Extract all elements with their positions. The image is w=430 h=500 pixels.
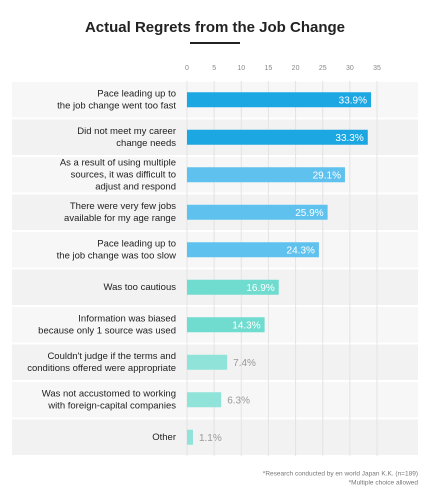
bar: [187, 317, 265, 333]
value-label: 29.1%: [313, 170, 341, 181]
x-tick-label: 30: [346, 65, 354, 72]
bar: [187, 429, 193, 445]
footnote: *Multiple choice allowed: [349, 480, 419, 487]
x-tick-label: 35: [373, 65, 381, 72]
value-label: 7.4%: [233, 358, 256, 369]
category-label: change needs: [116, 138, 176, 149]
category-label: available for my age range: [64, 213, 176, 224]
x-tick-label: 5: [212, 65, 216, 72]
bar: [187, 129, 368, 145]
bar: [187, 242, 319, 258]
value-label: 33.9%: [339, 95, 367, 106]
chart-title: Actual Regrets from the Job Change: [85, 19, 345, 36]
category-label: conditions offered were appropriate: [27, 363, 176, 374]
value-label: 6.3%: [227, 395, 250, 406]
value-label: 16.9%: [246, 283, 274, 294]
bar: [187, 392, 222, 408]
category-label: the job change was too slow: [57, 250, 176, 261]
bar: [187, 279, 279, 295]
value-label: 14.3%: [232, 320, 260, 331]
category-label: sources, it was difficult to: [71, 169, 176, 180]
value-label: 25.9%: [295, 208, 323, 219]
value-label: 33.3%: [335, 133, 363, 144]
category-label: because only 1 source was used: [38, 325, 176, 336]
x-tick-label: 25: [319, 65, 327, 72]
x-tick-label: 10: [237, 65, 245, 72]
x-tick-label: 0: [185, 65, 189, 72]
category-label: Pace leading up to: [97, 88, 176, 99]
bar: [187, 354, 228, 370]
bar: [187, 167, 345, 183]
x-tick-label: 20: [292, 65, 300, 72]
x-tick-label: 15: [265, 65, 273, 72]
category-label: Was not accustomed to working: [42, 388, 176, 399]
category-label: Pace leading up to: [97, 238, 176, 249]
category-label: As a result of using multiple: [60, 157, 176, 168]
category-label: the job change went too fast: [57, 100, 176, 111]
category-label: There were very few jobs: [70, 201, 176, 212]
category-label: with foreign-capital companies: [47, 400, 176, 411]
footnote: *Research conducted by en world Japan K.…: [263, 471, 418, 478]
category-label: Was too cautious: [103, 282, 176, 293]
category-label: Did not meet my career: [77, 126, 176, 137]
category-label: adjust and respond: [95, 181, 176, 192]
value-label: 1.1%: [199, 433, 222, 444]
category-label: Other: [152, 432, 176, 443]
category-label: Information was biased: [78, 313, 176, 324]
category-label: Couldn't judge if the terms and: [47, 351, 176, 362]
value-label: 24.3%: [287, 245, 315, 256]
bar: [187, 92, 372, 108]
bar: [187, 204, 328, 220]
